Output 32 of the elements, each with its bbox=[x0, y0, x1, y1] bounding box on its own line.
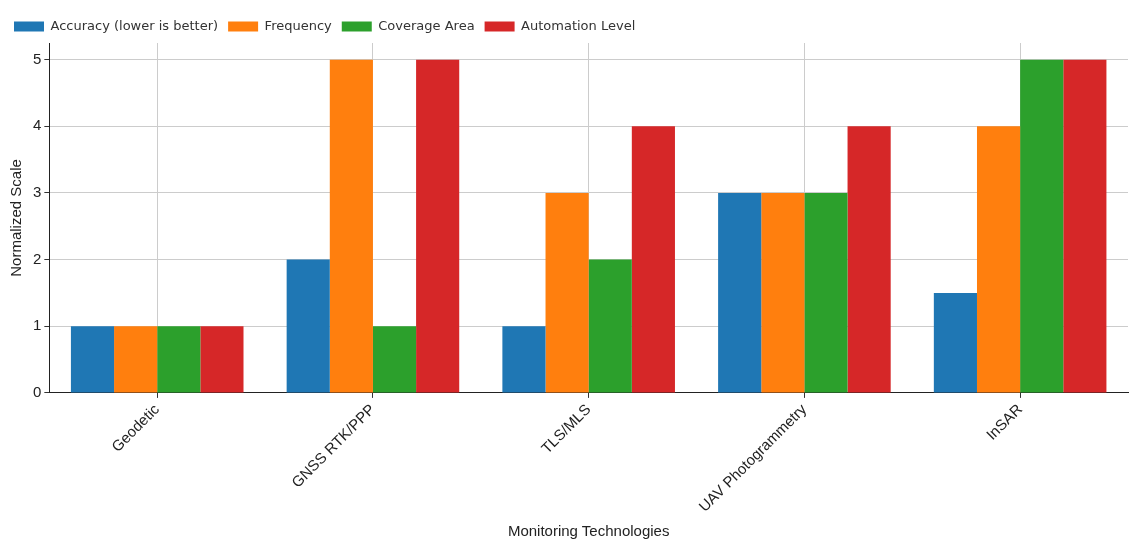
bar bbox=[70, 326, 115, 393]
bar bbox=[416, 59, 460, 393]
bar bbox=[588, 259, 632, 393]
bar bbox=[1063, 59, 1107, 393]
bar bbox=[114, 326, 158, 393]
bar bbox=[761, 192, 805, 393]
bar bbox=[372, 326, 417, 393]
bar bbox=[1020, 59, 1064, 393]
bar bbox=[976, 126, 1021, 393]
legend-label: Frequency bbox=[264, 17, 333, 33]
bar bbox=[631, 126, 675, 393]
y-tick-label: 3 bbox=[33, 183, 42, 201]
y-tick-label: 0 bbox=[33, 383, 42, 401]
bar bbox=[847, 126, 891, 393]
legend-label: Accuracy (lower is better) bbox=[50, 17, 219, 33]
bar bbox=[286, 259, 330, 393]
bar bbox=[200, 326, 244, 393]
y-tick-label: 2 bbox=[33, 249, 42, 267]
bar bbox=[502, 326, 546, 393]
y-tick-label: 1 bbox=[33, 316, 42, 334]
bar bbox=[933, 292, 977, 393]
bar bbox=[545, 192, 589, 393]
bar bbox=[804, 192, 848, 393]
y-axis-title: Normalized Scale bbox=[7, 159, 25, 277]
y-tick-label: 5 bbox=[33, 49, 42, 67]
x-axis-title: Monitoring Technologies bbox=[507, 522, 670, 540]
bar bbox=[329, 59, 373, 393]
bar bbox=[718, 192, 762, 393]
bar bbox=[157, 326, 201, 393]
y-tick-label: 4 bbox=[33, 116, 42, 134]
legend-label: Coverage Area bbox=[378, 17, 475, 33]
legend-label: Automation Level bbox=[521, 17, 636, 33]
